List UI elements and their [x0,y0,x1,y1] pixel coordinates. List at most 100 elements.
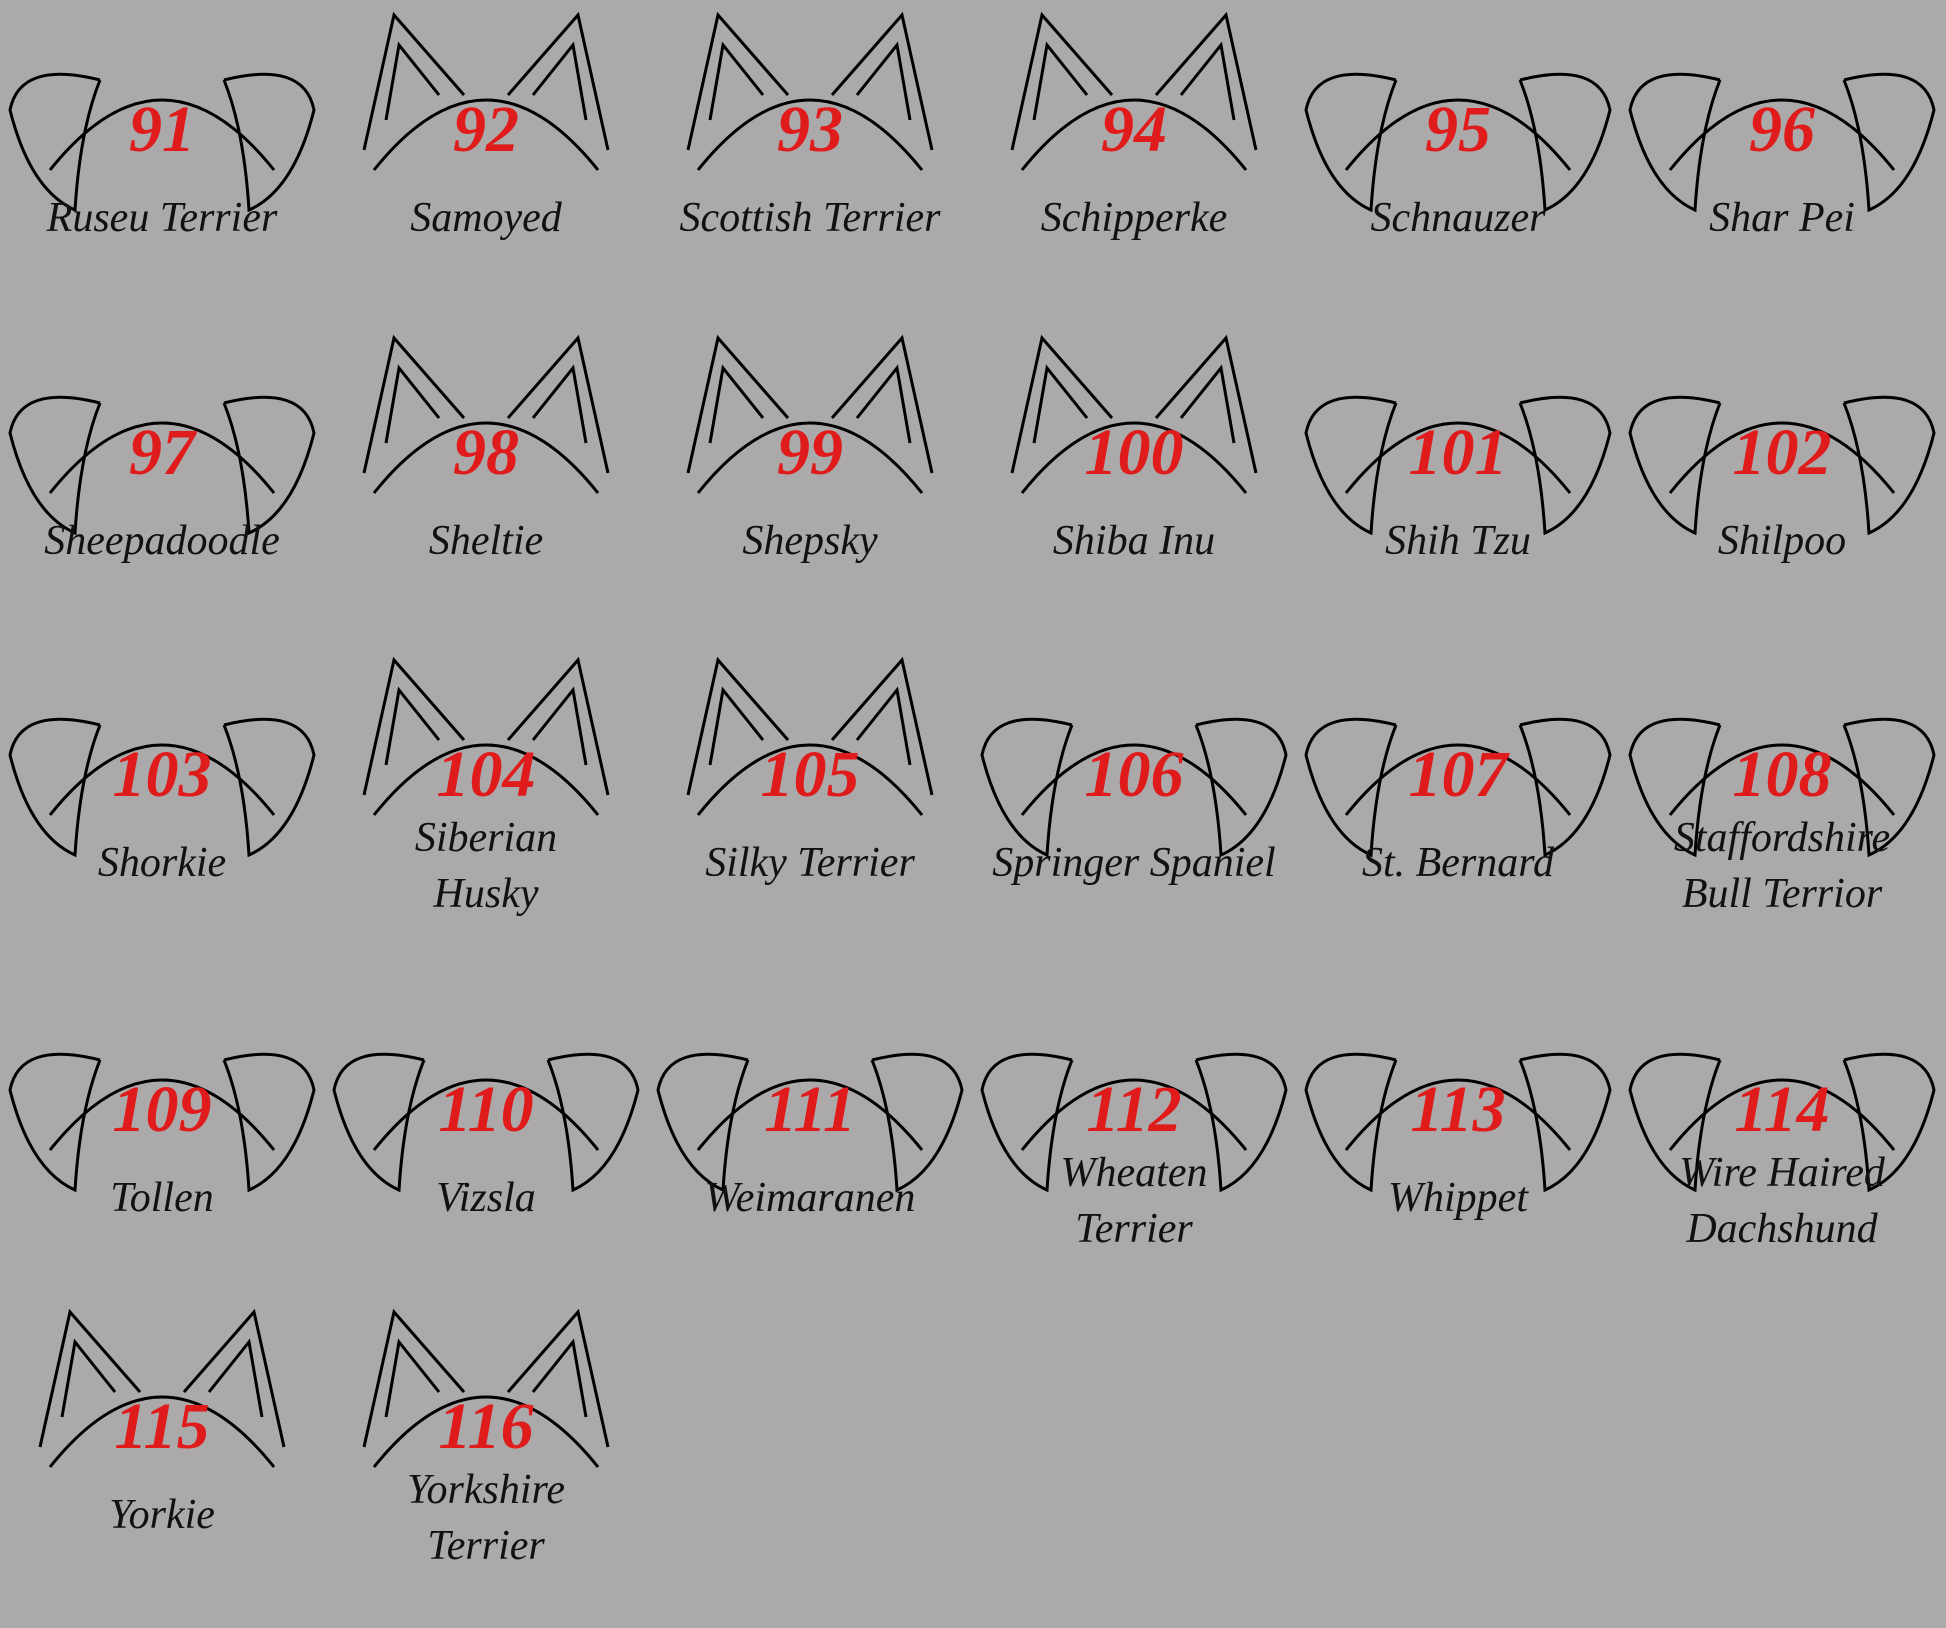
breed-name-line: Scottish Terrier [679,195,941,241]
breed-number: 115 [114,1390,210,1463]
ear-left [686,334,790,474]
breed-name: Schnauzer [1296,190,1620,246]
ear-left [8,395,102,536]
breed-number: 95 [1425,93,1491,166]
ear-inner-right [531,1338,588,1418]
breed-name-line: Husky [433,871,539,917]
breed-name: Shepsky [648,513,972,569]
breed-name-line: Shar Pei [1709,195,1855,241]
breed-name: Wheaten Terrier [972,1145,1296,1257]
head-outline [1668,1078,1896,1151]
ear-right [870,1052,964,1193]
head-outline [696,743,924,816]
breed-name-line: Samoyed [410,195,562,241]
head-outline [48,1395,276,1468]
breed-name-line: Shilpoo [1717,518,1847,564]
ear-inner-right [855,41,912,121]
ear-left [1304,395,1398,536]
ear-inner-right [1179,364,1236,444]
ear-left [1628,395,1722,536]
breed-name: Schipperke [972,190,1296,246]
breed-number: 100 [1084,416,1184,489]
breed-name-line: Siberian [414,815,558,861]
ear-inner-right [531,41,588,121]
ear-inner-right [855,364,912,444]
head-outline [696,98,924,171]
ear-inner-left [1032,364,1089,444]
ear-right [1842,395,1936,536]
head-outline [1344,421,1572,494]
breed-name: Staffordshire Bull Terrior [1620,810,1944,922]
ear-left [1010,334,1114,474]
breed-number: 112 [1086,1073,1182,1146]
ear-right [222,717,316,858]
breed-name-line: Weimaranen [704,1175,916,1221]
breed-name-line: Dachshund [1686,1206,1878,1252]
ear-inner-left [60,1338,117,1418]
breed-number: 97 [129,416,195,489]
breed-name: Wire Haired Dachshund [1620,1145,1944,1257]
ear-right [506,1308,610,1448]
breed-name-line: Shepsky [742,518,878,564]
breed-number: 101 [1408,416,1508,489]
ear-inner-left [384,41,441,121]
ear-inner-left [708,41,765,121]
ear-inner-left [384,1338,441,1418]
ear-right [1842,717,1936,858]
ear-inner-left [384,686,441,766]
breed-number: 107 [1408,738,1508,811]
ear-right [222,72,316,213]
breed-number: 93 [777,93,843,166]
breed-name-line: Sheltie [428,518,544,564]
ear-left [656,1052,750,1193]
head-outline [372,98,600,171]
breed-name-line: Whippet [1388,1175,1528,1221]
breed-name-line: Shiba Inu [1052,518,1216,564]
breed-number: 102 [1732,416,1832,489]
head-outline [372,1395,600,1468]
ear-right [222,395,316,536]
breed-name: Yorkshire Terrier [324,1462,648,1574]
breed-name: Springer Spaniel [972,835,1296,891]
breed-name-line: Silky Terrier [705,840,915,886]
breed-number: 104 [436,738,536,811]
breed-name: Samoyed [324,190,648,246]
ear-right [1154,334,1258,474]
ear-inner-right [531,364,588,444]
breed-name: St. Bernard [1296,835,1620,891]
breed-number: 98 [453,416,519,489]
ear-left [686,656,790,796]
ear-left [362,1308,466,1448]
breed-name-line: Wire Haired [1679,1150,1885,1196]
ear-left [362,334,466,474]
ear-right [1518,1052,1612,1193]
ear-right [1194,717,1288,858]
breed-number: 105 [760,738,860,811]
ear-inner-right [1179,41,1236,121]
ear-left [38,1308,142,1448]
breed-name: Shorkie [0,835,324,891]
breed-name-line: Staffordshire [1673,815,1891,861]
head-outline [1020,421,1248,494]
breed-number: 110 [438,1073,534,1146]
ear-left [1628,717,1722,858]
ear-right [506,334,610,474]
ear-right [506,11,610,151]
ear-inner-right [855,686,912,766]
breed-name: Scottish Terrier [648,190,972,246]
ear-left [980,717,1074,858]
ear-left [1304,717,1398,858]
breed-name: Shih Tzu [1296,513,1620,569]
ear-inner-left [384,364,441,444]
breed-name: Silky Terrier [648,835,972,891]
ear-right [1518,395,1612,536]
breed-number: 103 [112,738,212,811]
head-outline [1020,98,1248,171]
breed-number: 99 [777,416,843,489]
breed-name: Sheepadoodle [0,513,324,569]
ear-right [1194,1052,1288,1193]
ear-left [8,72,102,213]
breed-number: 111 [764,1073,856,1146]
head-outline [48,98,276,171]
